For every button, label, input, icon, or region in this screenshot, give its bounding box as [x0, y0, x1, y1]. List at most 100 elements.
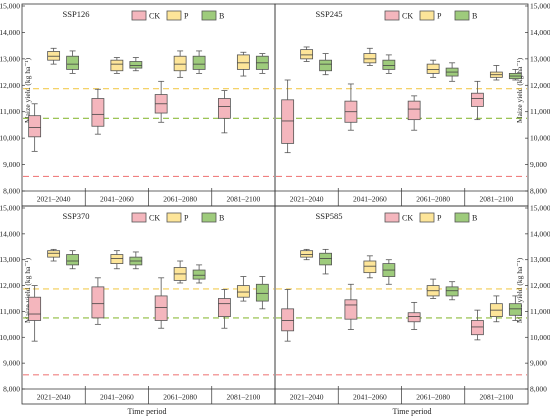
panel-frame-ssp245 [274, 3, 529, 207]
legend-swatch-b-ssp370 [201, 212, 217, 223]
box-p-ssp245-1 [363, 53, 377, 64]
box-ck-ssp245-0 [281, 99, 295, 144]
box-ck-ssp126-1 [91, 98, 105, 127]
category-label-ssp585-1: 2041–2060 [353, 393, 387, 402]
box-b-ssp126-1 [129, 61, 143, 69]
panel-ssp370: 8,000 9,000 10,000 11,000 12,000 13,000 14,000… [0, 204, 276, 405]
category-label-ssp126-2: 2061–2080 [163, 195, 197, 204]
y-tick-label-ssp585-13000: 13,000 [530, 255, 550, 264]
legend-label-p-ssp126: P [184, 12, 189, 21]
box-ck-ssp585-0 [281, 308, 295, 332]
legend-swatch-ck-ssp370 [131, 212, 147, 223]
box-ck-ssp126-0 [28, 115, 42, 138]
y-tick-label-ssp370-10000: 10,000 [0, 333, 20, 342]
y-tick-label-ssp126-13000: 13,000 [0, 54, 20, 63]
box-ck-ssp126-3 [217, 98, 231, 119]
box-b-ssp585-0 [319, 252, 333, 266]
box-b-ssp585-3 [508, 303, 522, 316]
y-tick-label-ssp585-12000: 12,000 [530, 281, 550, 290]
legend-swatch-p-ssp585 [419, 212, 435, 223]
y-tick-label-ssp370-8000: 8,000 [3, 385, 20, 394]
y-tick-label-ssp245-15000: 15,000 [530, 2, 550, 11]
box-b-ssp370-3 [255, 283, 269, 302]
panel-frame-ssp126 [21, 3, 276, 207]
category-label-ssp585-0: 2021–2040 [290, 393, 324, 402]
box-ck-ssp370-1 [91, 286, 105, 319]
box-p-ssp126-3 [236, 54, 250, 70]
y-axis-title-ssp245: Maize yield (kg ha⁻¹) [515, 57, 524, 123]
y-tick-label-ssp585-14000: 14,000 [530, 229, 550, 238]
category-label-ssp245-3: 2081–2100 [480, 195, 514, 204]
box-b-ssp126-2 [192, 55, 206, 70]
box-b-ssp245-1 [382, 59, 396, 70]
legend-label-p-ssp370: P [184, 214, 189, 223]
panel-ssp245: 8,000 9,000 10,000 11,000 12,000 13,000 14,000… [274, 2, 550, 207]
box-p-ssp370-1 [110, 254, 124, 264]
category-label-ssp370-2: 2061–2080 [163, 393, 197, 402]
y-axis-title-ssp585: Maize yield (kg ha⁻¹) [515, 257, 524, 323]
y-tick-label-ssp585-11000: 11,000 [530, 307, 550, 316]
x-axis-title-right: Time period [392, 407, 431, 416]
y-axis-title-ssp126: Maize yield (kg ha⁻¹) [23, 57, 32, 123]
box-p-ssp585-1 [363, 260, 377, 274]
legend-label-b-ssp370: B [219, 214, 224, 223]
category-label-ssp370-1: 2041–2060 [100, 393, 134, 402]
y-tick-label-ssp585-9000: 9,000 [530, 359, 547, 368]
panel-ssp585: 8,000 9,000 10,000 11,000 12,000 13,000 14,000… [274, 204, 550, 405]
box-ck-ssp585-3 [470, 320, 484, 336]
y-tick-label-ssp585-8000: 8,000 [530, 385, 547, 394]
panel-title-ssp370: SSP370 [63, 211, 90, 221]
box-ck-ssp370-2 [154, 295, 168, 321]
y-tick-label-ssp245-14000: 14,000 [530, 28, 550, 37]
y-tick-label-ssp370-12000: 12,000 [0, 281, 20, 290]
y-tick-label-ssp585-10000: 10,000 [530, 333, 550, 342]
y-tick-label-ssp245-9000: 9,000 [530, 160, 547, 169]
y-tick-label-ssp245-11000: 11,000 [530, 107, 550, 116]
category-label-ssp585-3: 2081–2100 [480, 393, 514, 402]
y-tick-label-ssp245-13000: 13,000 [530, 54, 550, 63]
box-ck-ssp585-1 [344, 299, 358, 320]
box-ck-ssp370-0 [28, 296, 42, 321]
category-label-ssp126-1: 2041–2060 [100, 195, 134, 204]
y-tick-label-ssp370-9000: 9,000 [3, 359, 20, 368]
box-b-ssp370-2 [192, 269, 206, 280]
legend-swatch-b-ssp585 [454, 212, 470, 223]
box-p-ssp245-0 [300, 49, 314, 60]
x-axis-title-left: Time period [127, 407, 166, 416]
y-axis-title-ssp370: Maize yield (kg ha⁻¹) [23, 257, 32, 323]
legend-label-b-ssp585: B [472, 214, 477, 223]
y-tick-label-ssp245-10000: 10,000 [530, 134, 550, 143]
box-ck-ssp370-3 [217, 298, 231, 318]
y-tick-label-ssp126-14000: 14,000 [0, 28, 20, 37]
box-p-ssp245-2 [426, 63, 440, 74]
legend-swatch-p-ssp245 [419, 10, 435, 21]
legend-swatch-ck-ssp585 [384, 212, 400, 223]
category-label-ssp245-2: 2061–2080 [416, 195, 450, 204]
legend-label-p-ssp245: P [437, 12, 442, 21]
category-label-ssp245-1: 2041–2060 [353, 195, 387, 204]
panel-title-ssp126: SSP126 [63, 9, 90, 19]
category-label-ssp126-3: 2081–2100 [227, 195, 261, 204]
legend-swatch-p-ssp126 [166, 10, 182, 21]
y-tick-label-ssp126-15000: 15,000 [0, 2, 20, 11]
y-tick-label-ssp126-12000: 12,000 [0, 81, 20, 90]
y-tick-label-ssp245-12000: 12,000 [530, 81, 550, 90]
category-label-ssp370-3: 2081–2100 [227, 393, 261, 402]
box-p-ssp126-1 [110, 59, 124, 72]
y-tick-label-ssp370-15000: 15,000 [0, 204, 20, 213]
y-tick-label-ssp126-10000: 10,000 [0, 134, 20, 143]
box-ck-ssp245-2 [407, 100, 421, 121]
box-b-ssp585-2 [445, 286, 459, 297]
legend-label-ck-ssp370: CK [149, 214, 160, 223]
box-p-ssp585-0 [300, 250, 314, 258]
box-p-ssp126-2 [173, 55, 187, 72]
legend-label-b-ssp126: B [219, 12, 224, 21]
box-ck-ssp585-2 [407, 312, 421, 323]
category-label-ssp370-0: 2021–2040 [37, 393, 71, 402]
legend-swatch-b-ssp126 [201, 10, 217, 21]
legend-swatch-ck-ssp245 [384, 10, 400, 21]
y-tick-label-ssp370-14000: 14,000 [0, 229, 20, 238]
legend-swatch-p-ssp370 [166, 212, 182, 223]
y-tick-label-ssp585-15000: 15,000 [530, 204, 550, 213]
